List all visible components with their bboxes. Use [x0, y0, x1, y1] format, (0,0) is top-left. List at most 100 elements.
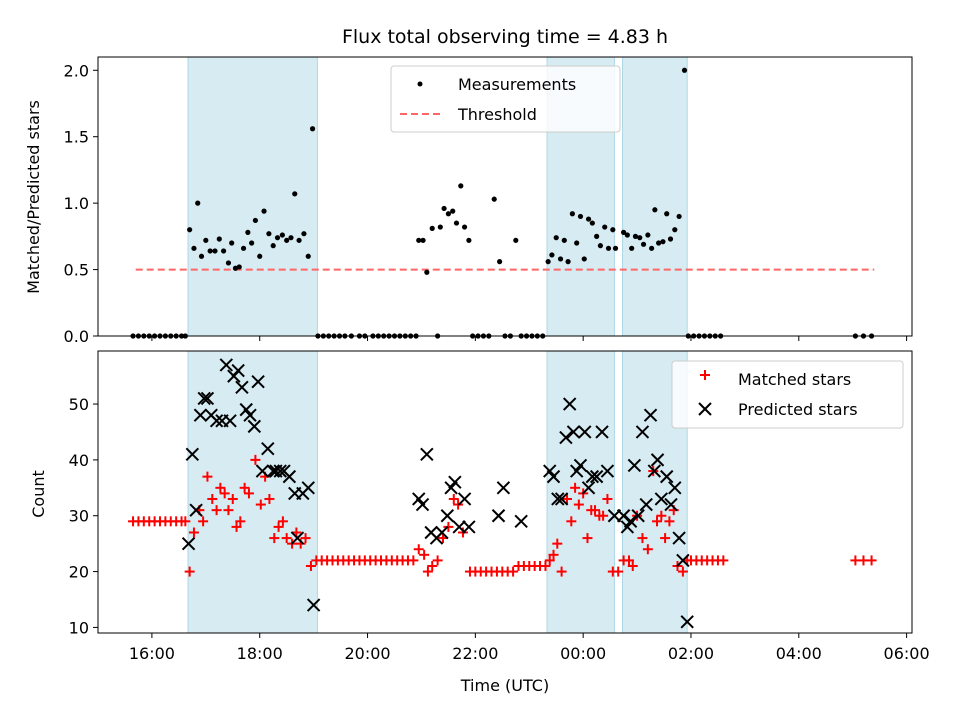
legend-measurements-marker: [417, 81, 423, 87]
matched-point: [413, 544, 424, 555]
matched-point: [264, 493, 275, 504]
matched-point: [540, 560, 551, 571]
y-tick-label: 1.0: [64, 194, 89, 213]
measurement-point: [553, 235, 559, 241]
measurement-point: [445, 211, 451, 217]
matched-point: [305, 560, 316, 571]
predicted-point: [585, 469, 600, 484]
measurement-point: [284, 237, 290, 243]
measurement-point: [632, 233, 639, 239]
legend-threshold-label: Threshold: [457, 105, 537, 124]
measurement-point: [429, 225, 435, 231]
measurement-point: [245, 229, 251, 235]
matched-point: [180, 516, 191, 527]
x-tick-label: 00:00: [560, 644, 606, 663]
matched-point: [184, 566, 195, 577]
measurement-point: [416, 237, 422, 243]
measurement-point: [605, 245, 612, 251]
predicted-point: [235, 380, 249, 395]
measurement-point: [225, 260, 232, 266]
measurement-point: [581, 256, 587, 262]
predicted-point: [181, 536, 196, 551]
measurement-point: [266, 231, 272, 237]
predicted-point: [415, 497, 430, 512]
predicted-point: [660, 469, 674, 484]
matched-point: [627, 560, 638, 571]
y-tick-label: 50: [69, 395, 89, 414]
predicted-point: [251, 375, 265, 389]
predicted-point: [435, 525, 449, 540]
predicted-point: [247, 419, 262, 434]
matched-point: [207, 493, 218, 504]
legend-matched-marker: [700, 370, 710, 380]
measurement-point: [305, 253, 311, 259]
measurement-point: [229, 240, 235, 246]
y-tick-label: 1.5: [64, 128, 89, 147]
matched-point: [198, 516, 209, 527]
y-tick-label: 40: [69, 451, 89, 470]
measurement-point: [624, 232, 630, 238]
bottom-y-axis-label: Count: [29, 470, 48, 518]
predicted-point: [301, 481, 315, 495]
predicted-point: [643, 408, 658, 422]
matched-point: [566, 516, 577, 527]
matched-point: [590, 505, 601, 516]
predicted-point: [581, 481, 596, 495]
legend-matched-label: Matched stars: [738, 370, 851, 389]
predicted-point: [189, 503, 203, 517]
predicted-point: [672, 531, 686, 545]
measurement-point: [649, 245, 655, 251]
matched-point: [427, 560, 438, 571]
predicted-point: [197, 391, 211, 406]
measurement-point: [191, 245, 197, 251]
predicted-point: [546, 469, 561, 484]
predicted-point: [185, 447, 200, 462]
shaded-interval-bot: [187, 350, 318, 634]
measurement-point: [212, 248, 218, 254]
matched-point: [188, 527, 199, 538]
predicted-point: [219, 358, 234, 372]
measurement-point: [672, 227, 678, 233]
x-tick-label: 02:00: [668, 644, 714, 663]
matched-point: [277, 516, 288, 527]
measurement-point: [497, 259, 503, 265]
bottom-y-axis: 10 20 30 40 50: [69, 395, 98, 637]
predicted-point: [566, 425, 581, 439]
measurement-point: [513, 237, 519, 243]
measurement-point: [198, 253, 205, 259]
measurement-point: [453, 220, 460, 226]
predicted-point: [282, 469, 297, 484]
top-plot-frame: [97, 56, 913, 337]
matched-point: [215, 482, 226, 493]
predicted-point: [554, 492, 569, 506]
matched-point: [570, 482, 581, 493]
x-tick-label: 18:00: [237, 644, 283, 663]
measurement-point: [549, 252, 555, 258]
matched-point: [623, 555, 634, 566]
matched-point: [866, 555, 877, 566]
measurement-point: [594, 233, 600, 239]
matched-point: [250, 454, 261, 465]
predicted-point: [200, 391, 215, 406]
matched-point: [227, 493, 238, 504]
matched-point: [548, 549, 559, 560]
legend-predicted-marker: [698, 402, 712, 416]
matched-point: [508, 566, 519, 577]
matched-point: [432, 555, 443, 566]
measurement-point: [491, 196, 497, 202]
matched-point: [255, 499, 266, 510]
matched-point: [556, 566, 567, 577]
measurement-point: [292, 191, 298, 197]
matched-point: [677, 566, 688, 577]
measurement-point: [676, 213, 682, 220]
top-legend: Measurements Threshold: [390, 65, 621, 133]
measurement-point: [424, 269, 430, 275]
measurement-point: [574, 240, 580, 246]
predicted-point: [440, 509, 455, 523]
matched-point: [552, 538, 563, 549]
x-tick-label: 22:00: [452, 644, 498, 663]
matched-point: [573, 499, 584, 510]
matched-point: [613, 566, 624, 577]
predicted-point: [676, 553, 690, 568]
